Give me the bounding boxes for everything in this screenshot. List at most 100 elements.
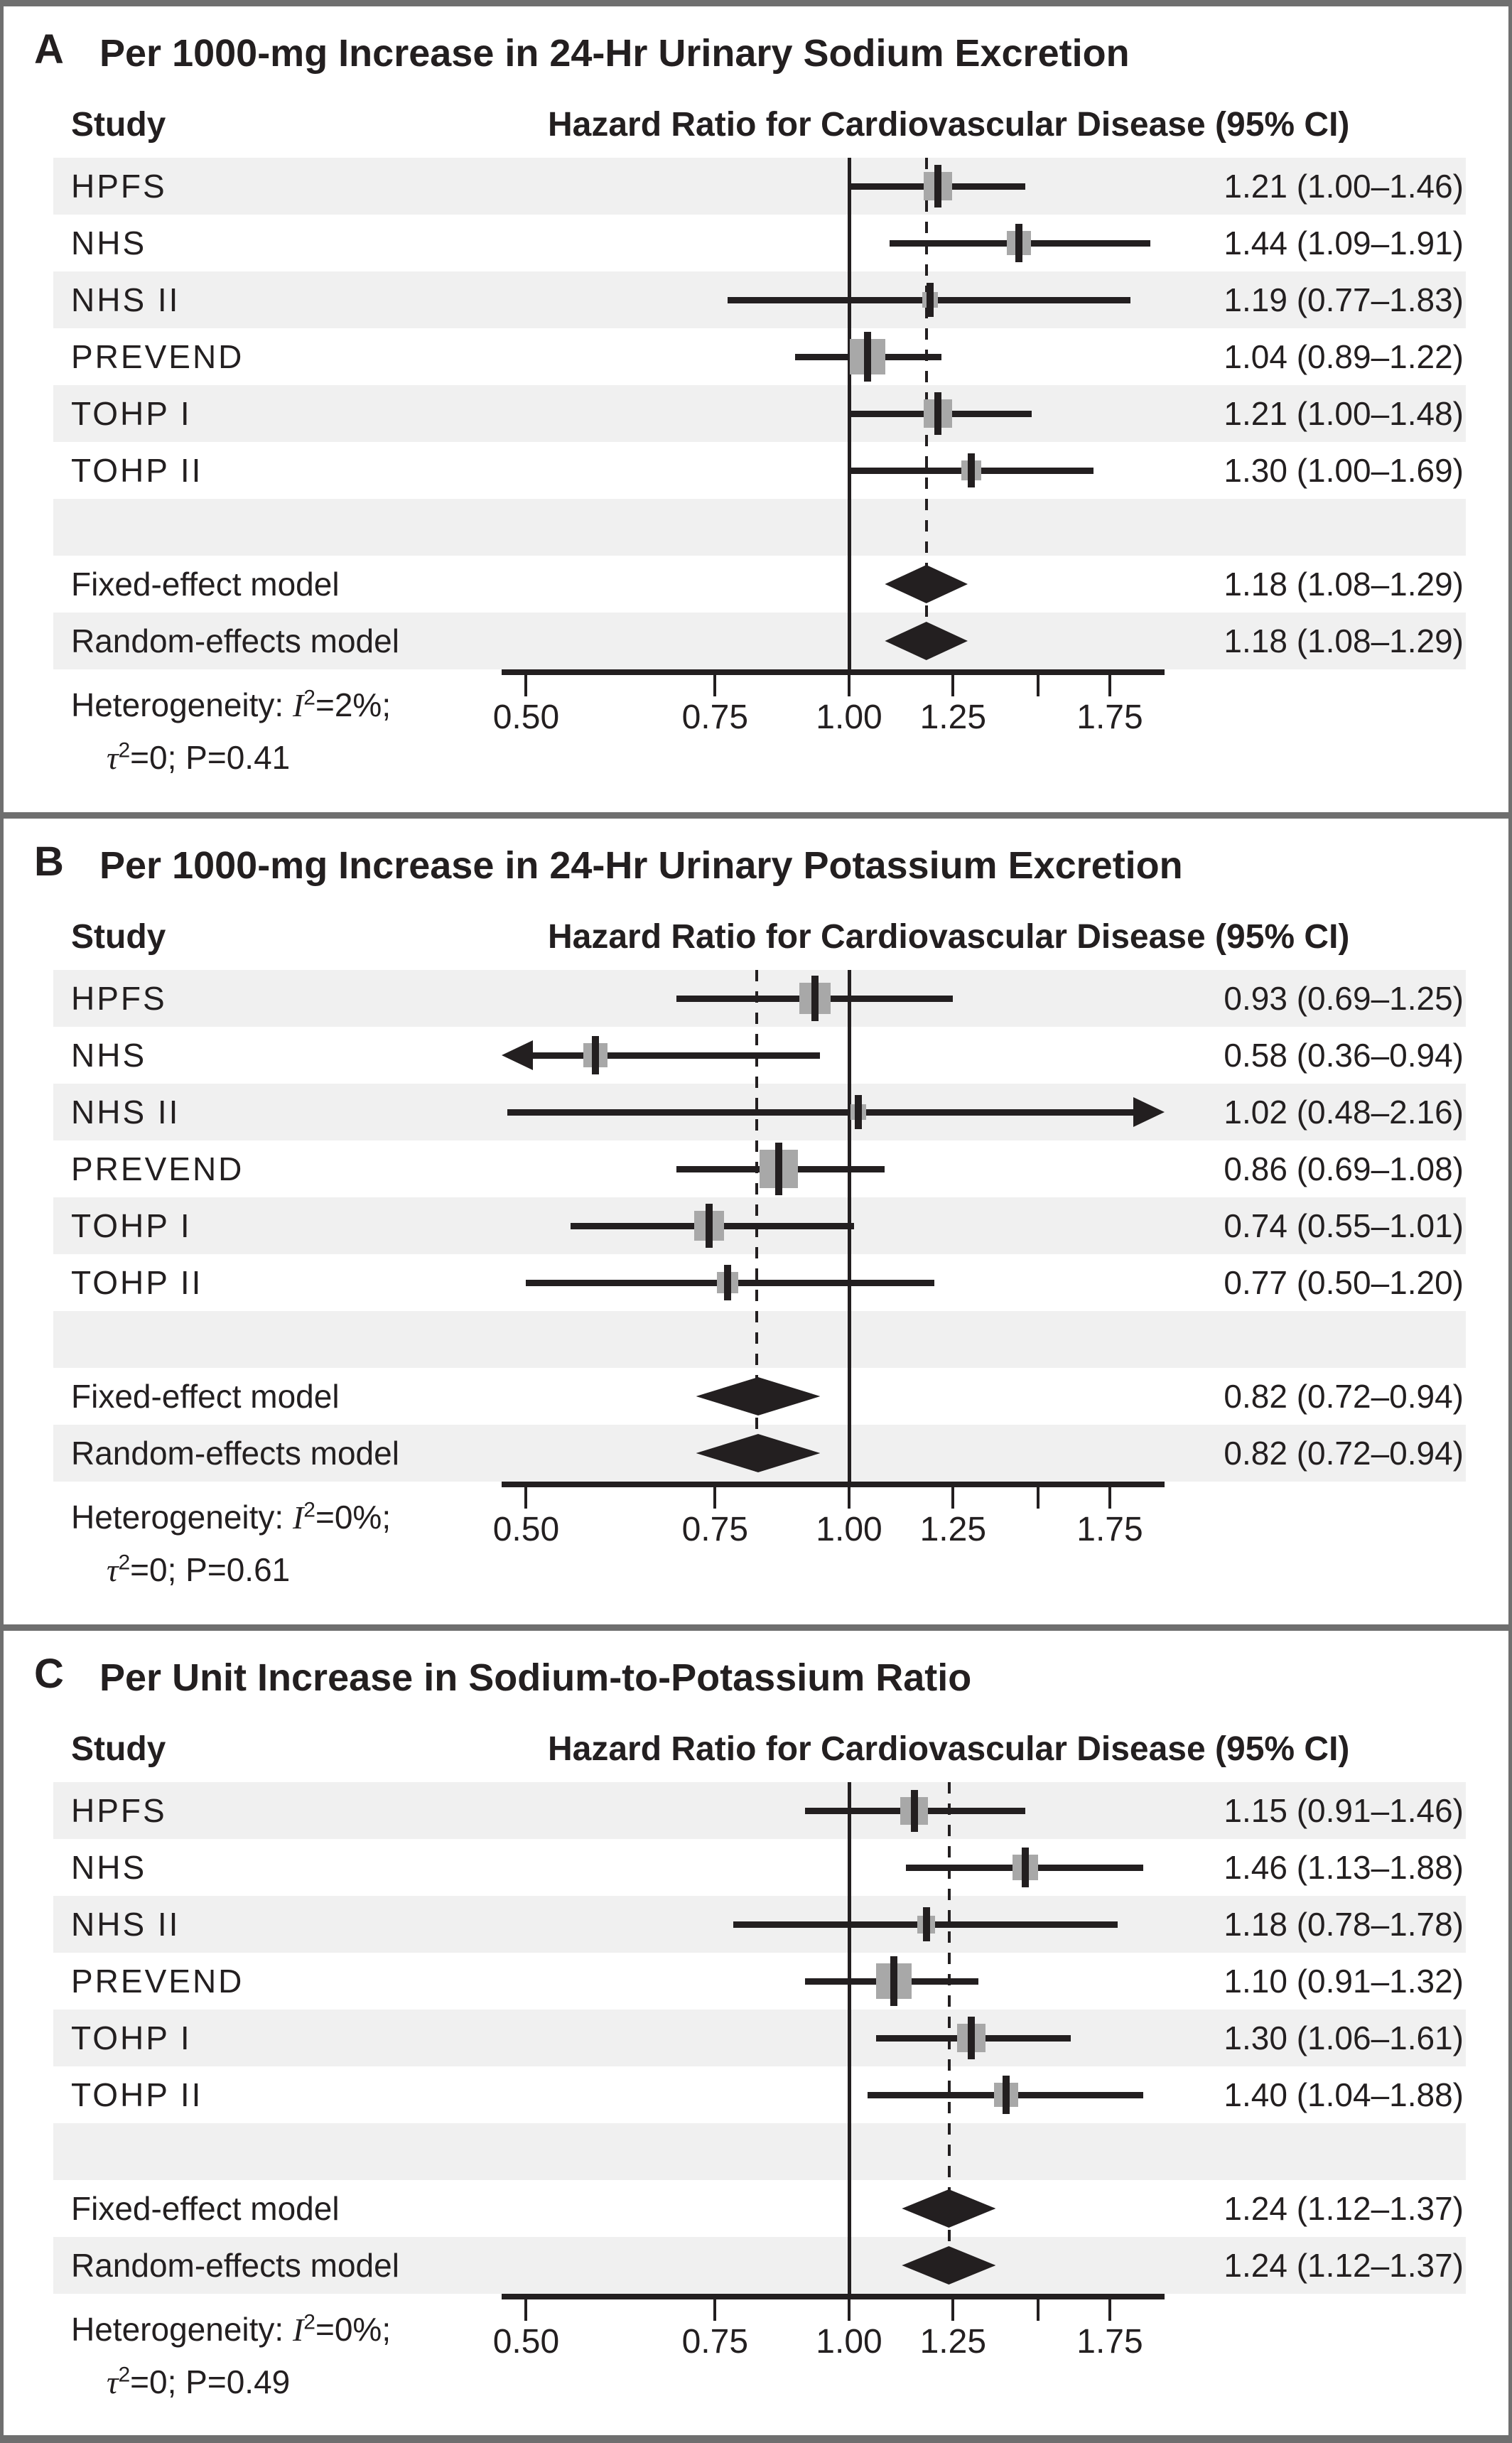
heterogeneity-prefix: Heterogeneity:: [71, 686, 293, 723]
ci-line: [507, 1109, 1143, 1116]
heterogeneity-prefix: Heterogeneity:: [71, 1499, 293, 1536]
tau-p-value: =0; P=0.61: [130, 1551, 291, 1588]
forest-plot-area: HPFS 0.93 (0.69–1.25) NHS 0.58 (0.36–0.94) N…: [0, 819, 1512, 1624]
ci-value: 1.21 (1.00–1.48): [1224, 395, 1464, 432]
heterogeneity-prefix: Heterogeneity:: [71, 2311, 293, 2348]
heterogeneity-line-2: τ2=0; P=0.61: [107, 1551, 290, 1590]
pooled-diamond: [696, 1377, 821, 1415]
tau-p-value: =0; P=0.49: [130, 2363, 291, 2400]
null-line: [847, 1782, 851, 2297]
axis-tick-label: 1.75: [1076, 1511, 1143, 1548]
column-header-effect: Hazard Ratio for Cardiovascular Disease …: [548, 918, 1350, 956]
axis-tick: [524, 675, 528, 696]
study-label: TOHP II: [71, 1264, 203, 1301]
point-estimate-tick: [934, 392, 941, 435]
study-label: PREVEND: [71, 338, 244, 375]
panel-separator: [0, 812, 1512, 819]
ci-value: 1.30 (1.00–1.69): [1224, 452, 1464, 489]
axis-tick: [951, 1487, 955, 1509]
frame-top-bar: [0, 0, 1512, 6]
axis-tick: [713, 675, 717, 696]
axis-tick: [1036, 675, 1040, 696]
study-label: PREVEND: [71, 1963, 244, 2000]
superscript: 2: [303, 2310, 315, 2334]
axis-tick-label: 1.75: [1076, 699, 1143, 736]
axis-tick-label: 1.75: [1076, 2323, 1143, 2361]
point-estimate-tick: [927, 283, 934, 317]
x-axis: [502, 1482, 1165, 1487]
row-band: [53, 2237, 1466, 2294]
axis-tick: [524, 1487, 528, 1509]
ci-value: 0.58 (0.36–0.94): [1224, 1037, 1464, 1074]
ci-value: 1.46 (1.13–1.88): [1224, 1849, 1464, 1886]
axis-tick: [1036, 1487, 1040, 1509]
axis-tick-label: 0.75: [681, 699, 749, 736]
axis-tick: [848, 1487, 850, 1509]
ci-value: 1.40 (1.04–1.88): [1224, 2076, 1464, 2113]
point-estimate-tick: [775, 1143, 783, 1195]
point-estimate-tick: [922, 1907, 930, 1941]
ci-arrow-right: [1133, 1097, 1165, 1127]
point-estimate-tick: [1002, 2076, 1010, 2114]
superscript: 2: [303, 1498, 315, 1522]
row-band: [53, 2123, 1466, 2180]
pooled-diamond: [885, 565, 968, 603]
frame-left-edge: [0, 0, 4, 2443]
tau-squared-symbol: τ: [107, 2364, 119, 2400]
column-header-effect: Hazard Ratio for Cardiovascular Disease …: [548, 106, 1350, 144]
panel-letter: B: [34, 838, 64, 885]
heterogeneity-line-1: Heterogeneity: I2=0%;: [71, 2310, 391, 2349]
panel-potassium: HPFS 0.93 (0.69–1.25) NHS 0.58 (0.36–0.94) N…: [0, 819, 1512, 1624]
ci-value: 1.24 (1.12–1.37): [1224, 2247, 1464, 2284]
model-label: Random-effects model: [71, 2247, 399, 2284]
row-band: [53, 1782, 1466, 1839]
column-header-study: Study: [71, 106, 166, 144]
panel-separator: [0, 1624, 1512, 1631]
ci-value: 1.02 (0.48–2.16): [1224, 1094, 1464, 1131]
superscript: 2: [118, 2363, 131, 2387]
panel-letter: A: [34, 26, 64, 72]
model-label: Random-effects model: [71, 1435, 399, 1472]
axis-tick-label: 0.50: [492, 1511, 560, 1548]
axis-tick-label: 1.25: [919, 699, 987, 736]
ci-value: 1.30 (1.06–1.61): [1224, 2019, 1464, 2056]
i-squared-symbol: I: [292, 2312, 304, 2348]
i-squared-value: =0%;: [315, 1499, 392, 1536]
heterogeneity-line-2: τ2=0; P=0.41: [107, 738, 290, 777]
axis-tick-label: 1.00: [816, 2323, 882, 2361]
study-label: NHS II: [71, 281, 180, 318]
axis-tick-label: 0.50: [492, 2323, 560, 2361]
point-estimate-tick: [863, 332, 871, 382]
panel-sodium-potassium-ratio: HPFS 1.15 (0.91–1.46) NHS 1.46 (1.13–1.88) N…: [0, 1631, 1512, 2435]
axis-tick-label: 0.50: [492, 699, 560, 736]
point-estimate-tick: [968, 453, 976, 487]
study-label: HPFS: [71, 168, 167, 205]
model-label: Fixed-effect model: [71, 2190, 340, 2227]
column-header-study: Study: [71, 918, 166, 956]
point-estimate-tick: [854, 1095, 862, 1129]
point-estimate-tick: [591, 1036, 599, 1074]
ci-value: 0.74 (0.55–1.01): [1224, 1207, 1464, 1244]
axis-tick: [848, 2299, 850, 2321]
axis-tick: [713, 2299, 717, 2321]
forest-plot-area: HPFS 1.21 (1.00–1.46) NHS 1.44 (1.09–1.91) N…: [0, 6, 1512, 812]
pooled-diamond: [902, 2189, 996, 2228]
ci-value: 1.04 (0.89–1.22): [1224, 338, 1464, 375]
i-squared-value: =2%;: [315, 686, 392, 723]
point-estimate-tick: [910, 1789, 918, 1832]
axis-tick: [951, 2299, 955, 2321]
ci-value: 0.82 (0.72–0.94): [1224, 1435, 1464, 1472]
frame-bottom-bar: [0, 2435, 1512, 2443]
axis-tick-label: 0.75: [681, 1511, 749, 1548]
row-band: [53, 1311, 1466, 1368]
ci-value: 1.24 (1.12–1.37): [1224, 2190, 1464, 2227]
study-label: NHS: [71, 225, 147, 261]
point-estimate-tick: [1015, 224, 1023, 262]
ci-value: 1.18 (0.78–1.78): [1224, 1906, 1464, 1943]
axis-tick-label: 0.75: [681, 2323, 749, 2361]
heterogeneity-line-1: Heterogeneity: I2=2%;: [71, 686, 391, 725]
point-estimate-tick: [811, 976, 819, 1021]
superscript: 2: [118, 738, 131, 762]
ci-value: 1.15 (0.91–1.46): [1224, 1792, 1464, 1829]
